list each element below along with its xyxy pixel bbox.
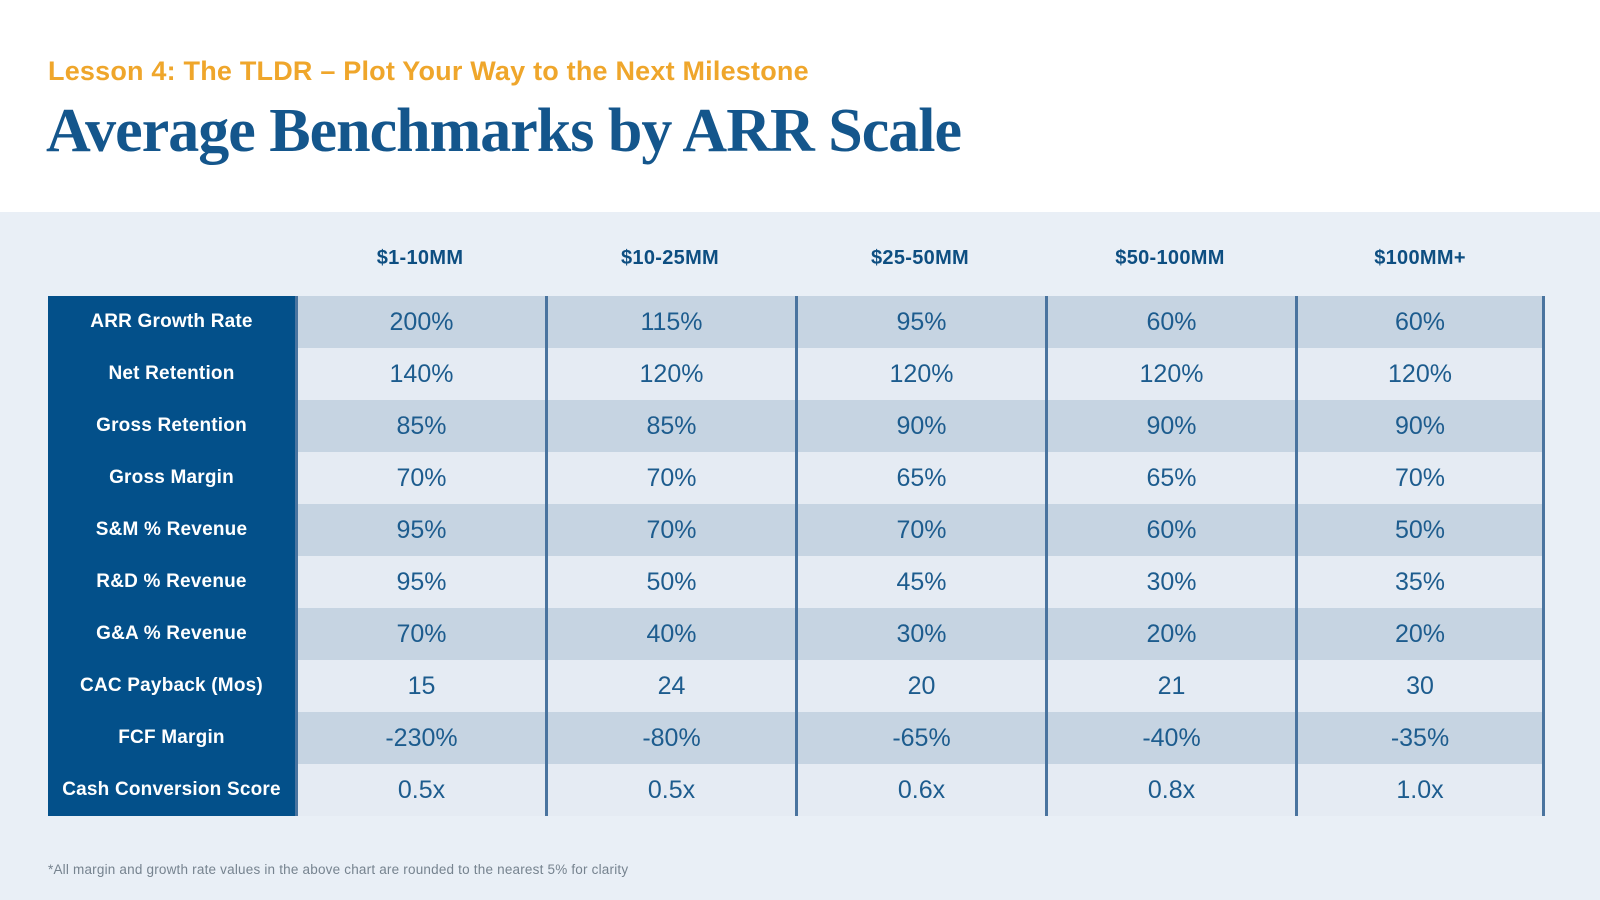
value-cell: 20% <box>1295 608 1545 660</box>
value-cell: 20% <box>1045 608 1295 660</box>
value-cell: 90% <box>795 400 1045 452</box>
row-label: Cash Conversion Score <box>48 764 295 816</box>
value-cell: -65% <box>795 712 1045 764</box>
page-title: Average Benchmarks by ARR Scale <box>46 97 962 165</box>
value-cell: 90% <box>1295 400 1545 452</box>
column-header: $25-50MM <box>871 246 969 269</box>
row-label: FCF Margin <box>48 712 295 764</box>
value-cell: 35% <box>1295 556 1545 608</box>
row-label: Gross Retention <box>48 400 295 452</box>
value-cell: 120% <box>1045 348 1295 400</box>
row-label: S&M % Revenue <box>48 504 295 556</box>
value-cell: 95% <box>295 556 545 608</box>
column-header: $10-25MM <box>621 246 719 269</box>
value-cell: 115% <box>545 296 795 348</box>
lesson-eyebrow: Lesson 4: The TLDR – Plot Your Way to th… <box>48 56 809 86</box>
value-cell: 70% <box>295 452 545 504</box>
value-cell: 21 <box>1045 660 1295 712</box>
benchmark-table: ARR Growth Rate 200% 115% 95% 60% 60% Net Rete… <box>48 296 1545 816</box>
column-header: $1-10MM <box>376 246 464 269</box>
value-cell: 20 <box>795 660 1045 712</box>
value-cell: 60% <box>1295 296 1545 348</box>
row-label: R&D % Revenue <box>48 556 295 608</box>
row-label: CAC Payback (Mos) <box>48 660 295 712</box>
value-cell: 30 <box>1295 660 1545 712</box>
value-cell: -40% <box>1045 712 1295 764</box>
row-label: Gross Margin <box>48 452 295 504</box>
value-cell: -230% <box>295 712 545 764</box>
value-cell: 140% <box>295 348 545 400</box>
column-header: $50-100MM <box>1115 246 1225 269</box>
value-cell: 30% <box>1045 556 1295 608</box>
value-cell: 0.5x <box>545 764 795 816</box>
value-cell: 1.0x <box>1295 764 1545 816</box>
value-cell: 30% <box>795 608 1045 660</box>
value-cell: 120% <box>795 348 1045 400</box>
value-cell: 70% <box>1295 452 1545 504</box>
value-cell: 0.6x <box>795 764 1045 816</box>
value-cell: 24 <box>545 660 795 712</box>
value-cell: -35% <box>1295 712 1545 764</box>
value-cell: -80% <box>545 712 795 764</box>
value-cell: 65% <box>795 452 1045 504</box>
value-cell: 50% <box>1295 504 1545 556</box>
row-label: G&A % Revenue <box>48 608 295 660</box>
value-cell: 50% <box>545 556 795 608</box>
title-band: Lesson 4: The TLDR – Plot Your Way to th… <box>0 0 1600 212</box>
footnote: *All margin and growth rate values in th… <box>48 862 629 877</box>
column-header-row: $1-10MM $10-25MM $25-50MM $50-100MM $100MM+ <box>295 242 1545 274</box>
value-cell: 85% <box>295 400 545 452</box>
value-cell: 15 <box>295 660 545 712</box>
value-cell: 95% <box>795 296 1045 348</box>
value-cell: 45% <box>795 556 1045 608</box>
column-header: $100MM+ <box>1374 246 1466 269</box>
value-cell: 70% <box>295 608 545 660</box>
row-label: Net Retention <box>48 348 295 400</box>
table-section: $1-10MM $10-25MM $25-50MM $50-100MM $100MM+ … <box>0 212 1600 900</box>
value-cell: 40% <box>545 608 795 660</box>
value-cell: 0.5x <box>295 764 545 816</box>
value-cell: 85% <box>545 400 795 452</box>
value-cell: 70% <box>545 452 795 504</box>
value-cell: 200% <box>295 296 545 348</box>
value-cell: 120% <box>1295 348 1545 400</box>
value-cell: 60% <box>1045 504 1295 556</box>
value-cell: 95% <box>295 504 545 556</box>
value-cell: 90% <box>1045 400 1295 452</box>
value-cell: 0.8x <box>1045 764 1295 816</box>
value-cell: 70% <box>545 504 795 556</box>
value-cell: 120% <box>545 348 795 400</box>
value-cell: 65% <box>1045 452 1295 504</box>
value-cell: 70% <box>795 504 1045 556</box>
row-label: ARR Growth Rate <box>48 296 295 348</box>
value-cell: 60% <box>1045 296 1295 348</box>
